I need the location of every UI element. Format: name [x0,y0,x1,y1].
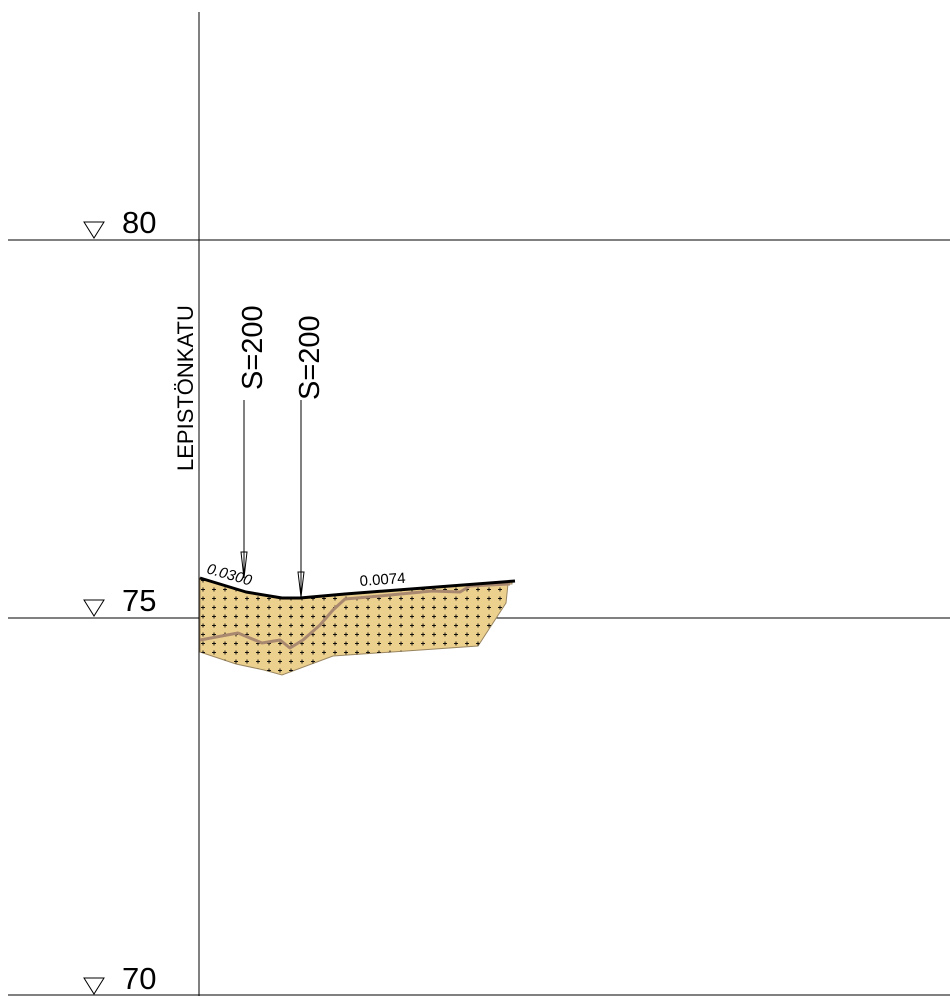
triangle-down-icon [83,599,105,617]
curve-marker-label: S=200 [237,305,269,390]
soil-hatch-pattern [200,578,512,675]
curve-marker-2: S=200 [294,315,326,598]
curve-marker-1: S=200 [237,305,269,579]
curve-marker-label: S=200 [294,315,326,400]
arrow-down-icon [240,551,248,579]
elevation-value-80: 80 [122,205,156,240]
slope-label-2: 0.0074 [359,570,406,590]
elevation-label-75: 75 [83,583,156,618]
triangle-down-icon [83,221,105,239]
elevation-value-70: 70 [122,961,156,996]
elevation-value-75: 75 [122,583,156,618]
road-surface-line [199,576,516,600]
street-name-label: LEPISTÖNKATU [173,305,198,471]
subsurface-layer-line [199,582,511,650]
elevation-label-70: 70 [83,961,156,996]
arrow-down-icon [297,571,305,598]
elevation-label-80: 80 [83,205,156,240]
triangle-down-icon [83,977,105,995]
